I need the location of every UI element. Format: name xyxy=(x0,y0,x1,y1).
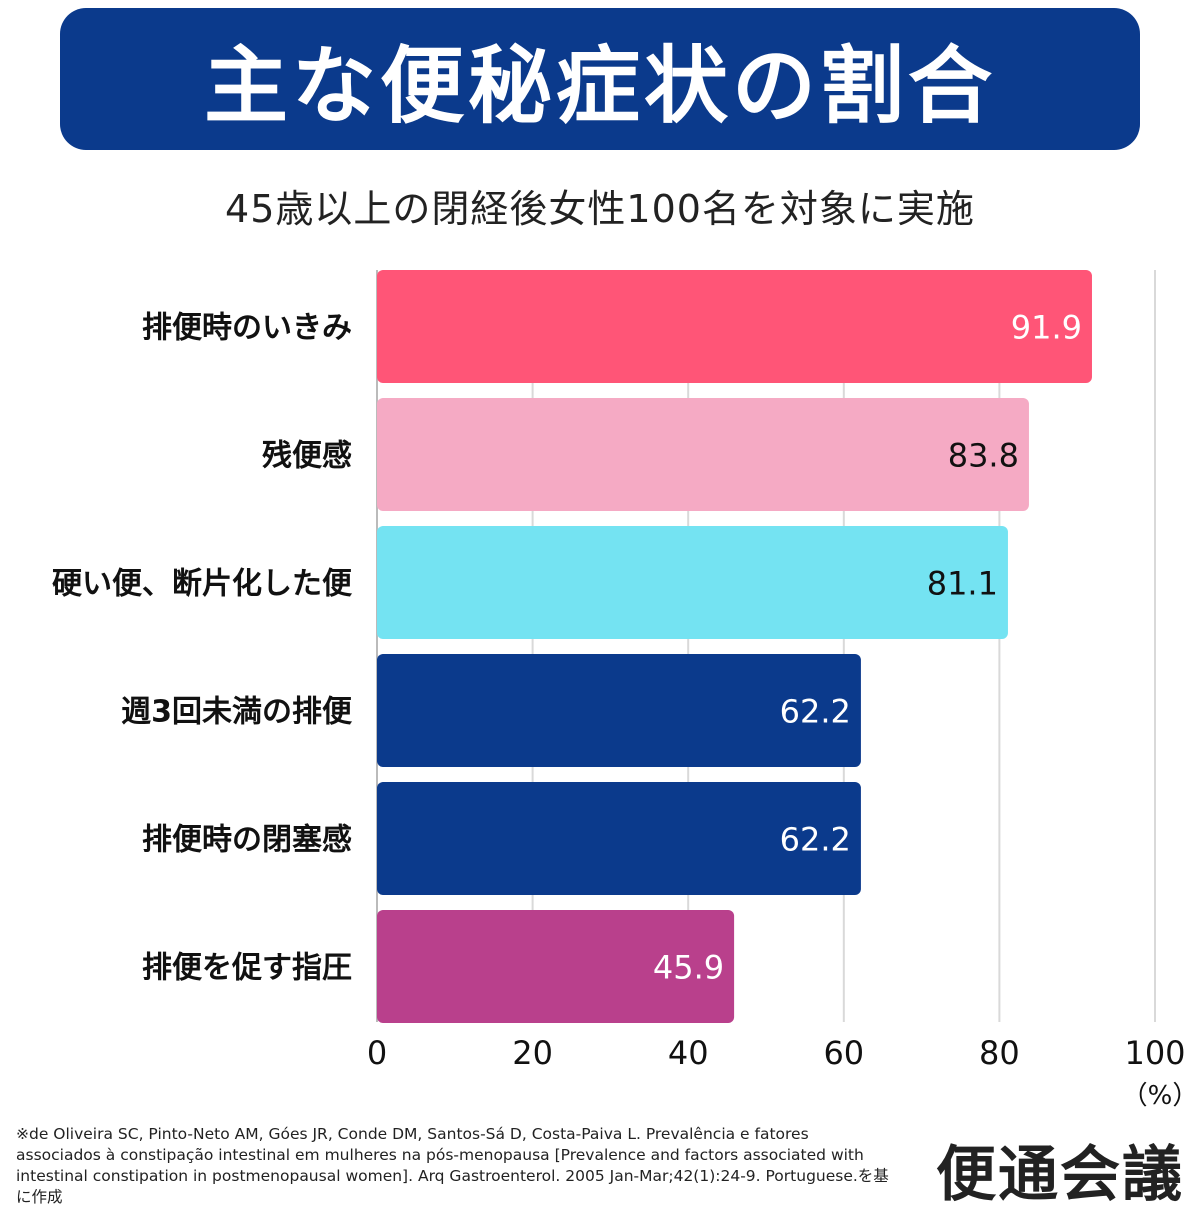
category-label-3: 週3回未満の排便 xyxy=(121,695,353,730)
category-label-1: 残便感 xyxy=(262,439,352,474)
value-label-1: 83.8 xyxy=(948,437,1019,475)
tick-label-60: 60 xyxy=(823,1034,864,1072)
category-label-0: 排便時のいきみ xyxy=(142,311,352,346)
value-label-5: 45.9 xyxy=(653,949,724,987)
title-banner: 主な便秘症状の割合 xyxy=(60,8,1140,150)
bar-1 xyxy=(377,398,1029,511)
category-label-2: 硬い便、断片化した便 xyxy=(52,567,353,602)
category-label-5: 排便を促す指圧 xyxy=(142,951,352,986)
tick-label-40: 40 xyxy=(668,1034,709,1072)
value-label-0: 91.9 xyxy=(1011,309,1082,347)
bar-0 xyxy=(377,270,1092,383)
bar-4 xyxy=(377,782,861,895)
axis-unit-label: （%） xyxy=(1122,1081,1199,1111)
bar-3 xyxy=(377,654,861,767)
value-label-2: 81.1 xyxy=(927,565,998,603)
category-label-4: 排便時の閉塞感 xyxy=(142,823,352,858)
bar-chart: 排便時のいきみ 91.9 残便感 83.8 硬い便、断片化した便 81.1 週3回未満の排便… xyxy=(52,270,1199,1111)
bar-5 xyxy=(377,910,735,1023)
value-label-3: 62.2 xyxy=(780,693,851,731)
tick-label-80: 80 xyxy=(979,1034,1020,1072)
tick-label-0: 0 xyxy=(367,1034,387,1072)
tick-label-100: 100 xyxy=(1124,1034,1185,1072)
brand-logo: 便通会議 xyxy=(936,1140,1184,1210)
citation-footnote: ※de Oliveira SC, Pinto-Neto AM, Góes JR,… xyxy=(16,1125,889,1206)
page-title: 主な便秘症状の割合 xyxy=(203,36,996,135)
value-label-4: 62.2 xyxy=(780,821,851,859)
bar-2 xyxy=(377,526,1008,639)
tick-label-20: 20 xyxy=(512,1034,553,1072)
chart-subtitle: 45歳以上の閉経後女性100名を対象に実施 xyxy=(225,187,975,231)
